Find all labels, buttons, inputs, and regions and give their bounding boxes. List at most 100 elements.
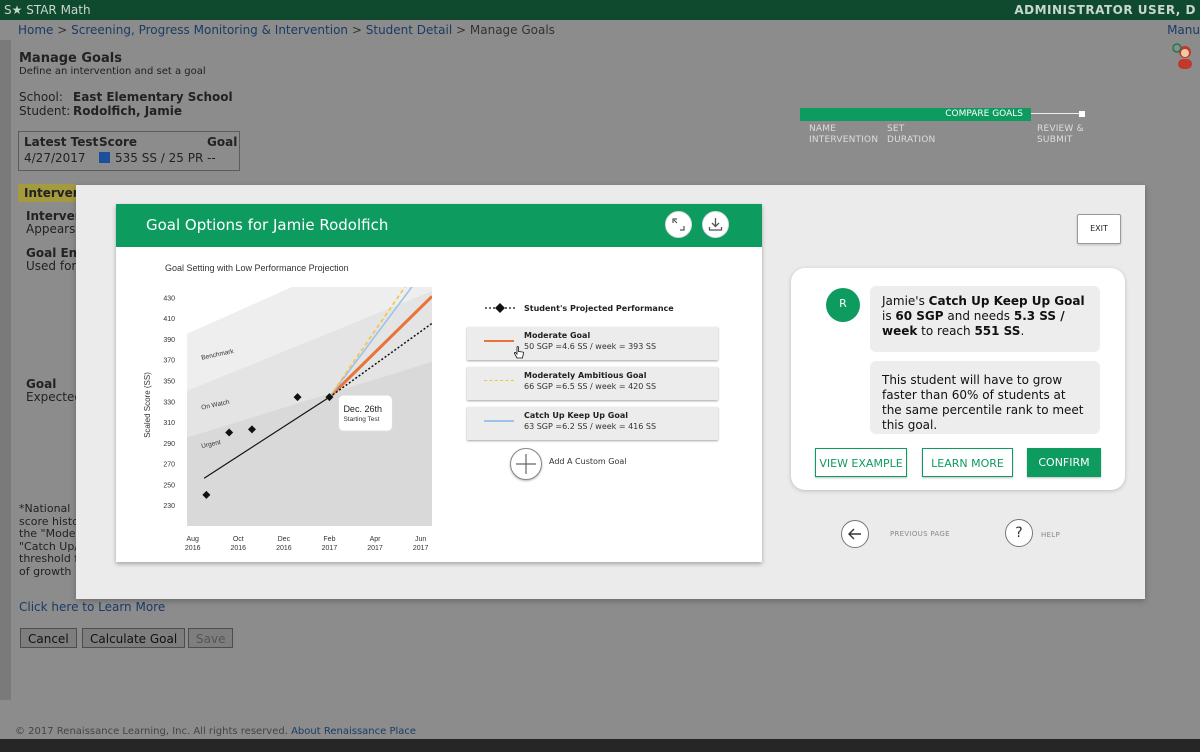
- callout-box: [337, 394, 393, 432]
- chart-title: Goal Setting with Low Performance Projec…: [165, 263, 349, 273]
- arrow-left-icon: [848, 528, 861, 540]
- user-menu[interactable]: ADMINISTRATOR USER, D: [1014, 3, 1196, 17]
- step-set-duration[interactable]: SET DURATION: [887, 124, 936, 145]
- breadcrumb-spmi[interactable]: Screening, Progress Monitoring & Interve…: [71, 23, 349, 37]
- test-score-point-3: [293, 393, 302, 402]
- plot-clipped-group: [187, 287, 432, 526]
- x-tick-label-4: Apr: [370, 536, 382, 543]
- plus-icon: [516, 454, 536, 474]
- projection-line: [329, 322, 432, 398]
- exit-button[interactable]: EXIT: [1077, 214, 1121, 244]
- y-tick-label-2: 270: [163, 462, 175, 469]
- save-button[interactable]: Save: [188, 628, 234, 648]
- page-subtitle: Define an intervention and set a goal: [19, 66, 206, 77]
- page-title: Manage Goals: [19, 51, 122, 66]
- callout-title: Dec. 26th: [343, 404, 382, 414]
- question-icon: ?: [1015, 525, 1023, 541]
- breadcrumb-current: Manage Goals: [469, 23, 555, 37]
- hand-cursor-icon: [513, 345, 525, 359]
- student-label: Student:: [19, 104, 71, 118]
- learn-more-link[interactable]: Click here to Learn More: [19, 600, 166, 614]
- goal-line-1: [328, 287, 413, 398]
- test-score-point-2: [247, 425, 256, 434]
- add-custom-goal-button[interactable]: [510, 448, 542, 480]
- goal-line-2: [328, 287, 406, 398]
- projected-legend-label: Student's Projected Performance: [524, 304, 674, 313]
- copyright: © 2017 Renaissance Learning, Inc. All ri…: [15, 726, 417, 737]
- goal-option-catch-up-keep-up[interactable]: Catch Up Keep Up Goal 63 SGP =6.2 SS / w…: [467, 407, 718, 440]
- progress-end-marker: [1079, 111, 1085, 117]
- student-value: Rodolfich, Jamie: [73, 104, 183, 118]
- latest-test-table: Latest Test Score Goal 4/27/2017 535 SS …: [18, 131, 240, 171]
- goal-option-moderately-ambitious[interactable]: Moderately Ambitious Goal 66 SGP =6.5 SS…: [467, 367, 718, 400]
- test-score-point-1: [225, 428, 234, 437]
- progress-label-compare-goals: COMPARE GOALS: [945, 109, 1023, 119]
- calculate-goal-button[interactable]: Calculate Goal: [82, 628, 186, 648]
- breadcrumb-student-detail[interactable]: Student Detail: [365, 23, 453, 37]
- chart-ylabel: Scaled Score (SS): [143, 372, 152, 438]
- view-example-button[interactable]: VIEW EXAMPLE: [815, 448, 907, 477]
- x-tick-label-3: Feb: [323, 536, 335, 543]
- catch-up-swatch: [484, 420, 514, 422]
- app-header: S★ STAR Math ADMINISTRATOR USER, D: [0, 0, 1200, 20]
- y-tick-label-10: 430: [163, 295, 175, 302]
- y-tick-label-8: 390: [163, 337, 175, 344]
- trend-line: [203, 396, 330, 479]
- x-tick-year-2: 2016: [276, 545, 292, 552]
- help-button[interactable]: ?: [1005, 519, 1033, 547]
- download-button[interactable]: [702, 211, 729, 238]
- x-tick-label-2: Dec: [278, 536, 291, 543]
- x-tick-year-1: 2016: [230, 545, 246, 552]
- previous-page-label: PREVIOUS PAGE: [890, 530, 950, 538]
- card-title: Goal Options for Jamie Rodolfich: [146, 216, 389, 234]
- about-link[interactable]: About Renaissance Place: [291, 726, 417, 737]
- card-header: Goal Options for Jamie Rodolfich: [116, 204, 762, 247]
- y-tick-label-4: 310: [163, 420, 175, 427]
- goal-message-bubble: Jamie's Catch Up Keep Up Goal is 60 SGP …: [870, 286, 1100, 352]
- school-value: East Elementary School: [73, 90, 233, 104]
- x-tick-year-4: 2017: [367, 545, 383, 552]
- app-title: S★ STAR Math: [4, 3, 91, 17]
- help-label: HELP: [1041, 531, 1061, 539]
- footnote: *National score histo the "Mode "Catch Up/t…: [19, 502, 79, 578]
- moderate-swatch: [484, 340, 514, 342]
- add-custom-goal-label: Add A Custom Goal: [549, 457, 627, 466]
- intervention-header: Interven: [18, 184, 81, 202]
- band-label-2: Urgent: [201, 439, 222, 450]
- y-tick-label-9: 410: [163, 316, 175, 323]
- y-tick-label-7: 370: [163, 358, 175, 365]
- school-label: School:: [19, 90, 63, 104]
- y-tick-label-3: 290: [163, 441, 175, 448]
- progress-active: [800, 108, 1031, 121]
- x-tick-label-5: Jun: [415, 536, 426, 543]
- goal-line-0: [328, 295, 432, 399]
- callout-subtitle: Starting Test: [343, 416, 379, 423]
- x-tick-year-0: 2016: [185, 545, 201, 552]
- manual-link[interactable]: Manu: [1167, 23, 1200, 37]
- y-tick-label-5: 330: [163, 399, 175, 406]
- expand-button[interactable]: [665, 211, 692, 238]
- projected-legend-symbol: [485, 303, 517, 313]
- step-review-submit[interactable]: REVIEW & SUBMIT: [1037, 124, 1084, 145]
- x-tick-year-5: 2017: [413, 545, 429, 552]
- y-tick-label-1: 250: [163, 482, 175, 489]
- user-avatar-icon: [1172, 42, 1196, 70]
- learn-more-button[interactable]: LEARN MORE: [922, 448, 1013, 477]
- step-name-intervention[interactable]: NAME INTERVENTION: [809, 124, 879, 145]
- x-tick-label-1: Oct: [233, 536, 244, 543]
- growth-message-bubble: This student will have to grow faster th…: [870, 361, 1100, 434]
- cancel-button[interactable]: Cancel: [20, 628, 77, 648]
- confirm-button[interactable]: CONFIRM: [1027, 448, 1101, 477]
- breadcrumb: Home > Screening, Progress Monitoring & …: [18, 23, 555, 37]
- score-swatch: [99, 152, 110, 163]
- x-tick-year-3: 2017: [322, 545, 338, 552]
- previous-page-button[interactable]: [841, 520, 869, 548]
- moderately-ambitious-swatch: [484, 380, 514, 381]
- footer-bar: [0, 739, 1200, 752]
- breadcrumb-home[interactable]: Home: [18, 23, 54, 37]
- y-tick-label-6: 350: [163, 379, 175, 386]
- goal-option-moderate[interactable]: Moderate Goal 50 SGP =4.6 SS / week = 39…: [467, 327, 718, 360]
- test-score-point-0: [202, 490, 211, 499]
- left-panel-strip: [0, 40, 11, 700]
